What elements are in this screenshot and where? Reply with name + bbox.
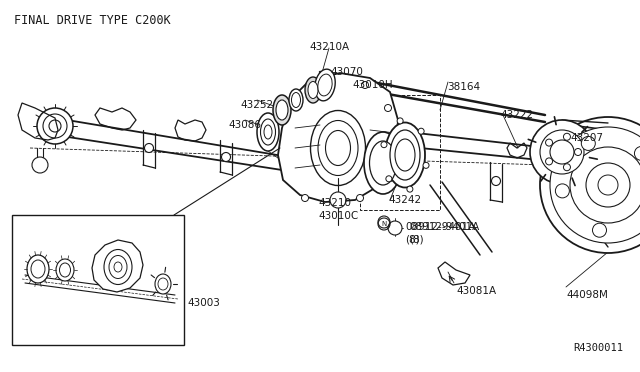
Circle shape — [356, 195, 364, 202]
Circle shape — [545, 158, 552, 165]
Circle shape — [43, 114, 67, 138]
Text: 38164: 38164 — [447, 82, 480, 92]
Text: 43210A: 43210A — [309, 42, 349, 52]
Circle shape — [545, 139, 552, 146]
Circle shape — [388, 221, 402, 235]
Circle shape — [301, 195, 308, 202]
Ellipse shape — [264, 125, 272, 139]
Ellipse shape — [31, 260, 45, 278]
Circle shape — [37, 108, 73, 144]
Ellipse shape — [315, 69, 335, 101]
Ellipse shape — [364, 132, 402, 194]
Text: 08912-9401A: 08912-9401A — [409, 222, 479, 232]
Circle shape — [385, 105, 392, 112]
Polygon shape — [278, 73, 398, 202]
Text: 43081A: 43081A — [456, 286, 496, 296]
Text: R4300011: R4300011 — [573, 343, 623, 353]
Circle shape — [550, 140, 574, 164]
Circle shape — [634, 147, 640, 160]
Circle shape — [550, 127, 640, 243]
Circle shape — [570, 147, 640, 223]
Text: 43010H: 43010H — [352, 80, 392, 90]
Ellipse shape — [27, 255, 49, 283]
Circle shape — [407, 186, 413, 192]
Circle shape — [593, 223, 607, 237]
Ellipse shape — [326, 131, 351, 166]
Ellipse shape — [273, 95, 291, 125]
Ellipse shape — [109, 256, 127, 279]
Circle shape — [598, 175, 618, 195]
Ellipse shape — [395, 139, 415, 171]
Text: FINAL DRIVE TYPE C200K: FINAL DRIVE TYPE C200K — [14, 14, 171, 27]
Ellipse shape — [310, 110, 365, 186]
Circle shape — [492, 176, 500, 186]
Circle shape — [381, 142, 387, 148]
Polygon shape — [92, 240, 143, 292]
Bar — [12, 215, 184, 345]
Circle shape — [540, 117, 640, 253]
Bar — [360, 95, 440, 210]
Ellipse shape — [318, 121, 358, 176]
Ellipse shape — [291, 93, 301, 108]
Ellipse shape — [260, 119, 275, 145]
Circle shape — [387, 174, 394, 182]
Circle shape — [563, 164, 570, 171]
Ellipse shape — [318, 74, 332, 96]
Text: 43010C: 43010C — [318, 211, 358, 221]
Circle shape — [397, 118, 403, 124]
Ellipse shape — [385, 122, 425, 187]
Text: (8): (8) — [405, 234, 420, 244]
Circle shape — [307, 92, 314, 99]
Ellipse shape — [257, 113, 279, 151]
Ellipse shape — [390, 130, 420, 180]
Circle shape — [423, 162, 429, 169]
Text: (8): (8) — [409, 234, 424, 244]
Ellipse shape — [289, 89, 303, 111]
Circle shape — [530, 120, 594, 184]
Text: 08912-9401A: 08912-9401A — [405, 222, 476, 232]
Circle shape — [575, 148, 582, 155]
Ellipse shape — [60, 263, 70, 277]
Text: 43222: 43222 — [500, 110, 533, 120]
Text: 43207: 43207 — [570, 133, 603, 143]
Text: 43252: 43252 — [240, 100, 273, 110]
Circle shape — [362, 81, 369, 89]
Ellipse shape — [369, 141, 397, 185]
Ellipse shape — [308, 81, 318, 99]
Circle shape — [563, 133, 570, 140]
Text: 43003: 43003 — [187, 298, 220, 308]
Ellipse shape — [158, 278, 168, 290]
Circle shape — [586, 163, 630, 207]
Circle shape — [540, 130, 584, 174]
Text: 43242: 43242 — [388, 195, 421, 205]
Circle shape — [581, 137, 595, 150]
Circle shape — [418, 128, 424, 134]
Ellipse shape — [305, 77, 321, 103]
Circle shape — [330, 192, 346, 208]
Ellipse shape — [104, 250, 132, 285]
Text: N: N — [381, 221, 387, 227]
Text: 43086: 43086 — [228, 120, 261, 130]
Ellipse shape — [155, 274, 171, 294]
Ellipse shape — [276, 100, 288, 120]
Circle shape — [556, 184, 570, 198]
Circle shape — [386, 176, 392, 182]
Circle shape — [49, 120, 61, 132]
Ellipse shape — [56, 259, 74, 281]
Text: 43210: 43210 — [318, 198, 351, 208]
Circle shape — [145, 144, 154, 153]
Text: 43070: 43070 — [330, 67, 363, 77]
Ellipse shape — [114, 262, 122, 272]
Text: 44098M: 44098M — [566, 290, 608, 300]
Circle shape — [221, 153, 230, 161]
